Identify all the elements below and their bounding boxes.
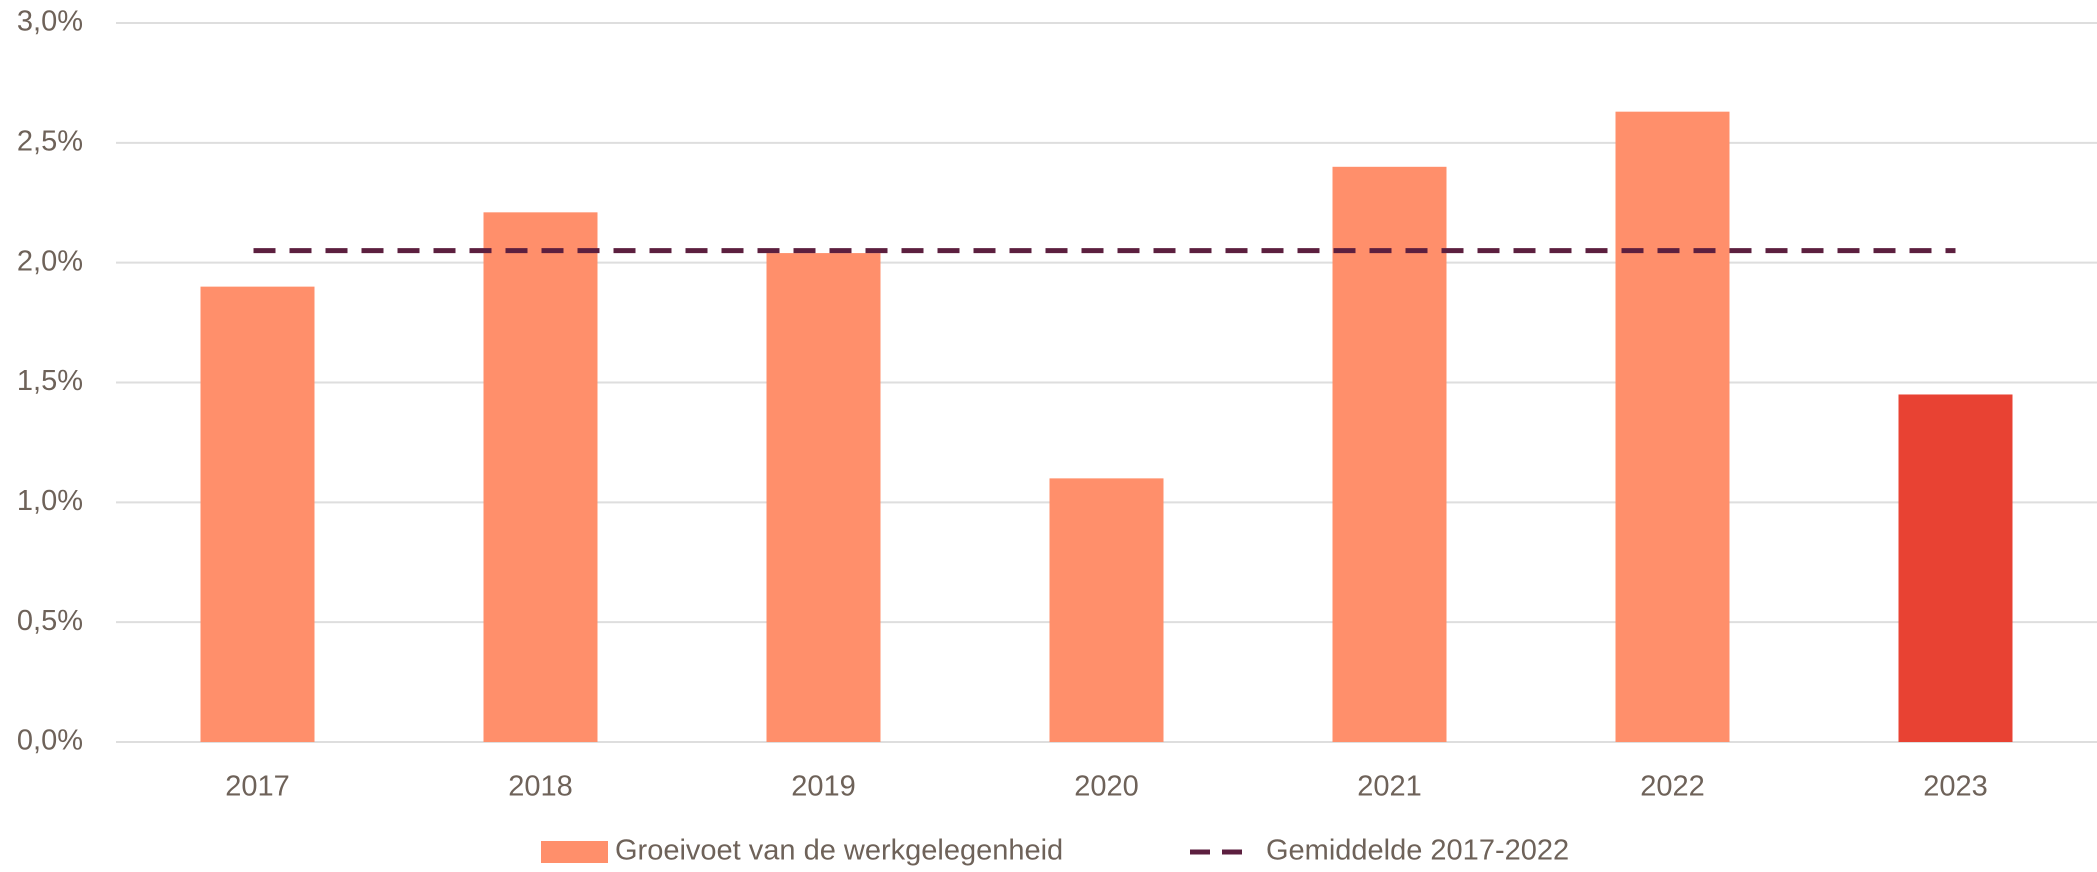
bar [1332,166,1447,743]
legend-swatch [541,841,608,863]
y-tick-label: 2,0% [17,245,83,277]
y-tick-label: 2,5% [17,125,83,157]
bar [200,286,315,742]
x-tick-label: 2020 [1074,771,1139,803]
x-tick-label: 2017 [225,771,290,803]
bar [1049,478,1164,742]
y-tick-label: 1,0% [17,485,83,517]
x-tick-label: 2019 [791,771,856,803]
y-tick-label: 0,5% [17,605,83,637]
bar [1898,394,2013,742]
x-tick-label: 2023 [1923,771,1988,803]
bar [766,253,881,742]
bar [483,212,598,742]
y-tick-label: 0,0% [17,725,83,757]
x-tick-label: 2022 [1640,771,1705,803]
legend-label: Gemiddelde 2017-2022 [1266,835,1569,867]
x-tick-label: 2021 [1357,771,1422,803]
legend-label: Groeivoet van de werkgelegenheid [615,835,1063,867]
y-tick-label: 1,5% [17,365,83,397]
x-tick-label: 2018 [508,771,573,803]
y-tick-label: 3,0% [17,6,83,38]
bar [1615,111,1730,743]
